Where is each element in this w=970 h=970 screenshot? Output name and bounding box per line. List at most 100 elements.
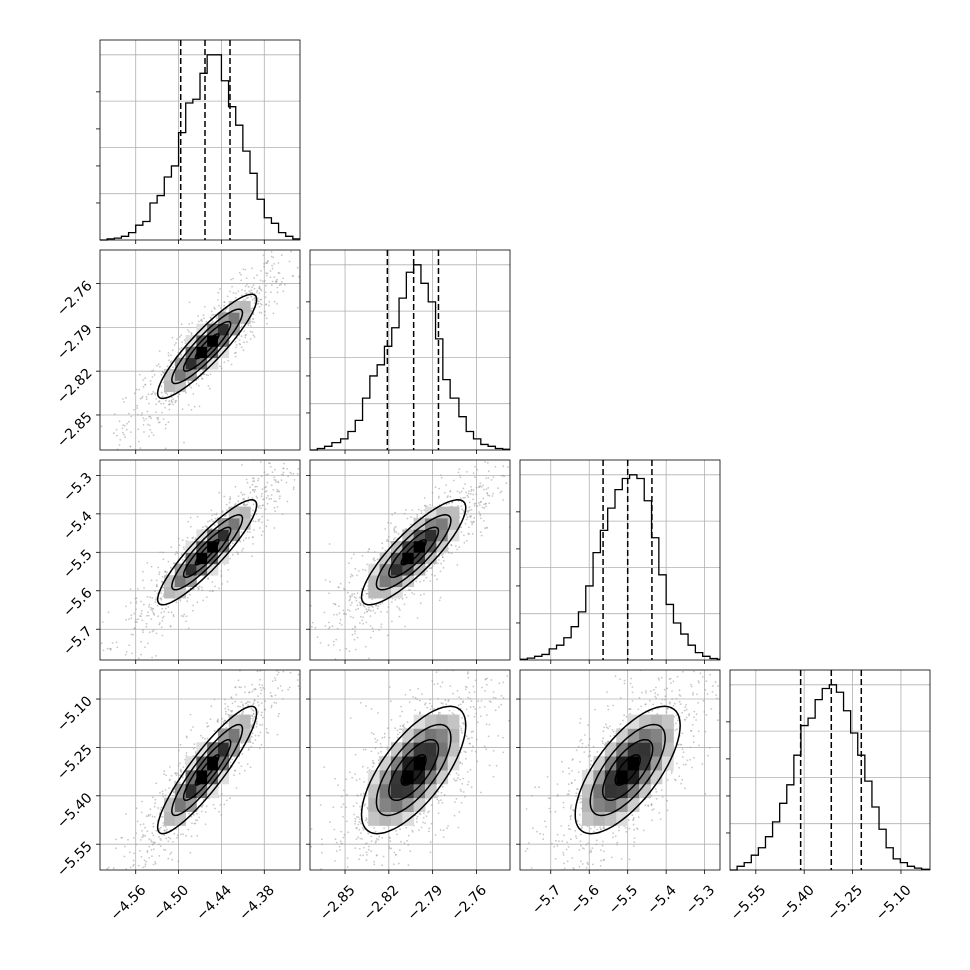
scatter-point	[146, 614, 148, 617]
scatter-point	[310, 845, 312, 848]
scatter-point	[429, 580, 432, 582]
scatter-point	[206, 737, 209, 740]
scatter-point	[671, 690, 673, 692]
scatter-point	[230, 363, 233, 366]
scatter-point	[528, 842, 530, 844]
y-tick-label: −5.40	[54, 790, 96, 832]
scatter-point	[258, 747, 261, 750]
scatter-point	[411, 527, 414, 529]
scatter-point	[386, 634, 389, 637]
scatter-point	[143, 587, 146, 589]
scatter-point	[250, 307, 253, 310]
scatter-point	[167, 611, 170, 614]
scatter-point	[222, 720, 225, 723]
density-cell	[650, 714, 663, 729]
scatter-point	[705, 714, 708, 716]
scatter-point	[368, 657, 370, 660]
scatter-point	[390, 719, 393, 721]
scatter-point	[363, 804, 366, 807]
scatter-point	[429, 702, 431, 705]
scatter-point	[368, 548, 371, 551]
scatter-point	[170, 393, 173, 396]
scatter-point	[471, 736, 473, 739]
scatter-point	[459, 761, 461, 763]
scatter-point	[466, 737, 469, 740]
scatter-point	[354, 820, 357, 823]
scatter-point	[376, 854, 378, 856]
scatter-point	[370, 835, 373, 838]
scatter-point	[656, 713, 659, 715]
scatter-point	[145, 860, 148, 863]
scatter-point	[677, 744, 679, 746]
scatter-point	[388, 836, 391, 839]
scatter-point	[361, 879, 363, 881]
scatter-point	[168, 359, 170, 362]
scatter-point	[681, 711, 683, 714]
scatter-point	[393, 851, 396, 854]
scatter-point	[476, 721, 479, 724]
scatter-point	[135, 388, 138, 391]
scatter-point	[411, 829, 413, 832]
scatter-point	[502, 751, 505, 754]
scatter-point	[187, 520, 190, 523]
scatter-point	[148, 402, 151, 405]
scatter-point	[476, 468, 479, 471]
scatter-point	[259, 670, 261, 672]
scatter-point	[518, 615, 520, 617]
scatter-point	[261, 504, 264, 507]
scatter-point	[312, 921, 314, 923]
scatter-point	[210, 528, 213, 530]
scatter-point	[500, 694, 503, 697]
scatter-point	[210, 518, 213, 521]
scatter-point	[376, 607, 379, 610]
scatter-point	[257, 302, 260, 305]
scatter-point	[170, 851, 173, 854]
scatter-point	[581, 826, 584, 829]
scatter-point	[587, 755, 590, 758]
scatter-point	[261, 724, 264, 726]
scatter-point	[468, 526, 470, 529]
scatter-point	[246, 763, 249, 766]
scatter-point	[294, 640, 296, 642]
panel-content	[92, 460, 300, 695]
panel-frame	[309, 249, 511, 451]
scatter-point	[388, 845, 390, 848]
contour-line	[156, 499, 258, 606]
scatter-point	[463, 722, 465, 725]
scatter-point	[235, 351, 237, 354]
scatter-point	[164, 406, 166, 409]
scatter-point	[684, 655, 686, 657]
scatter-point	[690, 685, 693, 688]
scatter-point	[258, 300, 260, 303]
scatter-point	[652, 688, 655, 691]
scatter-point	[251, 536, 254, 538]
scatter-point	[174, 553, 177, 556]
scatter-point	[320, 868, 322, 870]
scatter-point	[641, 691, 643, 694]
scatter-point	[473, 502, 476, 505]
scatter-point	[542, 838, 545, 841]
scatter-point	[327, 621, 330, 624]
scatter-point	[103, 678, 105, 680]
scatter-point	[345, 613, 347, 615]
scatter-point	[138, 388, 141, 391]
scatter-point	[348, 599, 351, 602]
scatter-point	[326, 616, 328, 618]
scatter-point	[142, 379, 145, 381]
scatter-point	[424, 702, 427, 705]
scatter-point	[180, 323, 183, 326]
scatter-point	[403, 842, 406, 844]
scatter-point	[334, 777, 337, 780]
scatter-point	[125, 813, 127, 815]
scatter-point	[226, 799, 228, 802]
scatter-point	[239, 705, 242, 708]
scatter-point	[361, 827, 364, 829]
scatter-point	[281, 513, 284, 516]
scatter-point	[92, 693, 94, 695]
scatter-point	[259, 731, 262, 734]
scatter-point	[430, 705, 433, 708]
scatter-point	[569, 806, 572, 809]
scatter-point	[633, 828, 636, 831]
density-cell	[627, 728, 640, 743]
scatter-point	[351, 601, 353, 604]
